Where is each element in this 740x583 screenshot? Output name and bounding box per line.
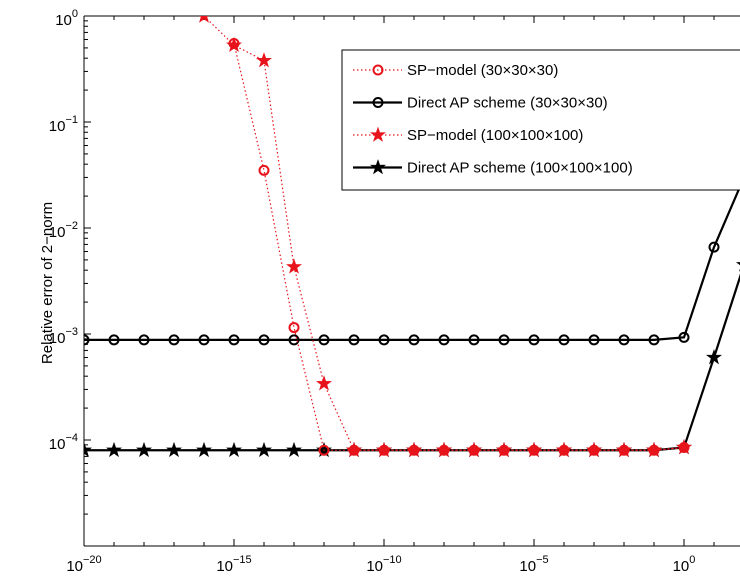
- legend-entry: SP−model (100×100×100): [353, 126, 583, 144]
- legend-label: Direct AP scheme (100×100×100): [407, 160, 633, 177]
- legend-entry: Direct AP scheme (30×30×30): [353, 95, 608, 112]
- series-line: [84, 273, 740, 452]
- y-axis-label: Relative error of 2−norm: [39, 202, 56, 364]
- data-point: [108, 334, 120, 346]
- x-tick-label: 10−15: [216, 554, 251, 575]
- data-point: [406, 441, 422, 458]
- y-tick-label: 10−3: [49, 326, 78, 347]
- legend-marker: [372, 97, 384, 108]
- legend-label: SP−model (30×30×30): [407, 62, 558, 79]
- data-point: [648, 334, 660, 346]
- data-point: [288, 322, 300, 334]
- data-point: [256, 52, 272, 68]
- series-line: [84, 183, 740, 341]
- data-point: [616, 441, 632, 458]
- data-point: [226, 441, 242, 458]
- data-point: [708, 241, 720, 253]
- legend-label: Direct AP scheme (30×30×30): [407, 95, 608, 112]
- y-tick-label: 10−4: [49, 432, 78, 453]
- series-4: [84, 262, 740, 458]
- data-point: [196, 441, 212, 458]
- data-point: [558, 334, 570, 346]
- legend-entry: Direct AP scheme (100×100×100): [353, 159, 633, 177]
- data-point: [106, 441, 122, 458]
- data-point: [676, 439, 692, 455]
- data-point: [438, 334, 450, 346]
- series-3: [199, 16, 692, 458]
- y-tick-label: 10−2: [49, 220, 78, 241]
- data-point: [228, 334, 240, 346]
- x-tick-label: 10−5: [519, 554, 548, 575]
- data-point: [348, 334, 360, 346]
- series-layer: [84, 16, 740, 458]
- x-tick-label: 10−20: [66, 554, 101, 575]
- legend-box: [341, 49, 740, 191]
- series-2: [84, 173, 740, 346]
- data-point: [256, 441, 272, 458]
- data-point: [498, 334, 510, 346]
- data-point: [378, 334, 390, 346]
- data-point: [706, 349, 722, 365]
- legend-label: SP−model (100×100×100): [407, 127, 583, 144]
- data-point: [496, 441, 512, 458]
- data-point: [468, 334, 480, 346]
- legend-marker: [372, 64, 384, 76]
- data-point: [84, 441, 92, 458]
- data-point: [646, 441, 662, 458]
- data-point: [528, 334, 540, 346]
- data-point: [138, 334, 150, 346]
- data-point: [166, 441, 182, 458]
- data-point: [346, 441, 362, 458]
- data-point: [678, 331, 690, 343]
- x-tick-label: 100: [673, 554, 696, 575]
- data-point: [376, 441, 392, 458]
- legend: SP−model (30×30×30) Direct AP scheme (30×…: [341, 49, 740, 191]
- legend-marker: [370, 126, 386, 142]
- data-point: [318, 444, 330, 456]
- data-point: [436, 441, 452, 458]
- data-point: [588, 334, 600, 346]
- data-point: [168, 334, 180, 346]
- axes: 10−20 10−15 10−10 10−5 100 100 10−1 10−2 10−3 10−…: [49, 8, 740, 575]
- data-point: [198, 334, 210, 346]
- data-point: [258, 334, 270, 346]
- legend-marker: [370, 159, 386, 175]
- data-point: [84, 334, 90, 346]
- data-point: [286, 441, 302, 458]
- data-point: [556, 441, 572, 458]
- data-point: [316, 375, 332, 391]
- data-point: [318, 334, 330, 346]
- data-point: [586, 441, 602, 458]
- data-point: [466, 441, 482, 458]
- x-tick-label: 10−10: [366, 554, 401, 575]
- data-point: [199, 16, 209, 23]
- data-point: [286, 258, 302, 274]
- data-point: [408, 334, 420, 346]
- data-point: [258, 164, 270, 176]
- data-point: [136, 441, 152, 458]
- y-tick-label: 100: [55, 8, 78, 29]
- data-point: [526, 441, 542, 458]
- y-tick-label: 10−1: [49, 114, 78, 135]
- data-point: [226, 36, 242, 53]
- data-point: [288, 334, 300, 346]
- legend-entry: SP−model (30×30×30): [353, 62, 558, 79]
- data-point: [618, 334, 630, 346]
